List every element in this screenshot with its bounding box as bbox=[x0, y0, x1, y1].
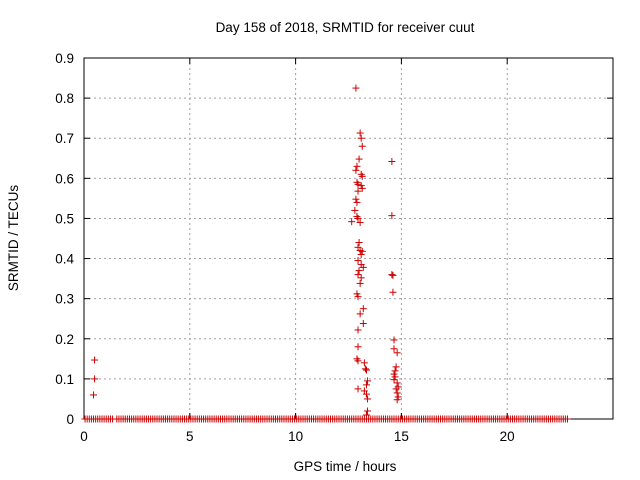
data-point bbox=[390, 336, 398, 344]
data-point bbox=[362, 381, 370, 389]
data-point bbox=[354, 180, 362, 188]
chart-title: Day 158 of 2018, SRMTID for receiver cuu… bbox=[216, 20, 475, 35]
y-tick-label: 0.4 bbox=[55, 252, 74, 267]
data-point bbox=[354, 343, 362, 351]
data-point bbox=[358, 247, 366, 255]
data-point bbox=[354, 293, 362, 301]
data-point bbox=[389, 271, 397, 279]
data-point bbox=[358, 172, 366, 180]
data-point bbox=[362, 411, 370, 419]
grid-layer bbox=[84, 58, 613, 419]
x-axis-label: GPS time / hours bbox=[294, 459, 397, 474]
data-point bbox=[364, 407, 372, 415]
data-point bbox=[91, 375, 99, 383]
y-tick-label: 0.7 bbox=[55, 131, 74, 146]
data-point bbox=[393, 349, 401, 357]
data-point bbox=[389, 288, 397, 296]
data-point bbox=[356, 279, 364, 287]
data-point bbox=[357, 134, 365, 142]
data-point bbox=[355, 267, 363, 275]
data-point bbox=[388, 157, 396, 165]
y-tick-label: 0.2 bbox=[55, 332, 74, 347]
data-point bbox=[354, 187, 362, 195]
x-tick-label: 20 bbox=[500, 429, 515, 444]
data-point bbox=[362, 390, 370, 398]
data-point bbox=[390, 345, 398, 353]
data-point bbox=[364, 377, 372, 385]
data-point bbox=[362, 366, 370, 374]
plot-frame bbox=[83, 57, 614, 420]
data-point bbox=[359, 305, 367, 313]
data-point bbox=[390, 376, 398, 384]
data-point bbox=[352, 195, 360, 203]
data-point bbox=[358, 184, 366, 192]
data-point bbox=[355, 155, 363, 163]
y-tick-label: 0.6 bbox=[55, 171, 74, 186]
baseline-point bbox=[564, 415, 572, 423]
data-point bbox=[357, 251, 365, 259]
y-tick-label: 0.9 bbox=[55, 51, 74, 66]
y-axis-label: SRMTID / TECUs bbox=[6, 185, 21, 292]
data-point bbox=[392, 385, 400, 393]
data-point bbox=[391, 367, 399, 375]
data-point bbox=[356, 218, 364, 226]
data-point bbox=[361, 365, 369, 373]
data-point bbox=[359, 263, 367, 271]
y-tick-label: 0.5 bbox=[55, 211, 74, 226]
y-tick-label: 0.1 bbox=[55, 372, 74, 387]
tick-layer: 0 0.1 0.2 0.3 0.4 0.5 0.6 0.7 0.8 0.9 0 5 10 15 20 bbox=[55, 51, 613, 444]
data-point bbox=[360, 359, 368, 367]
x-tick-label: 15 bbox=[394, 429, 409, 444]
data-point bbox=[351, 206, 359, 214]
data-point bbox=[356, 129, 364, 137]
data-point bbox=[353, 198, 361, 206]
data-point bbox=[392, 363, 400, 371]
y-tick-label: 0.3 bbox=[55, 292, 74, 307]
y-tick-label: 0.8 bbox=[55, 91, 74, 106]
data-point bbox=[393, 379, 401, 387]
data-point bbox=[354, 271, 362, 279]
data-point bbox=[353, 162, 361, 170]
x-tick-label: 5 bbox=[186, 429, 194, 444]
data-point bbox=[352, 166, 360, 174]
data-point bbox=[358, 142, 366, 150]
x-tick-label: 10 bbox=[288, 429, 303, 444]
data-point bbox=[355, 239, 363, 247]
data-point bbox=[393, 389, 401, 397]
data-point bbox=[348, 218, 356, 226]
data-points bbox=[81, 84, 572, 423]
data-point bbox=[388, 212, 396, 220]
data-point bbox=[357, 274, 365, 282]
data-point bbox=[352, 84, 360, 92]
data-point bbox=[91, 356, 99, 364]
x-tick-label: 0 bbox=[80, 429, 88, 444]
data-point bbox=[393, 396, 401, 404]
data-point bbox=[354, 326, 362, 334]
y-tick-label: 0 bbox=[66, 412, 74, 427]
data-point bbox=[90, 391, 98, 399]
data-point bbox=[388, 271, 396, 279]
data-point bbox=[356, 310, 364, 318]
data-point bbox=[354, 385, 362, 393]
data-point bbox=[364, 395, 372, 403]
data-point bbox=[354, 357, 362, 365]
data-point bbox=[354, 257, 362, 265]
data-point bbox=[359, 320, 367, 328]
data-point bbox=[354, 214, 362, 222]
